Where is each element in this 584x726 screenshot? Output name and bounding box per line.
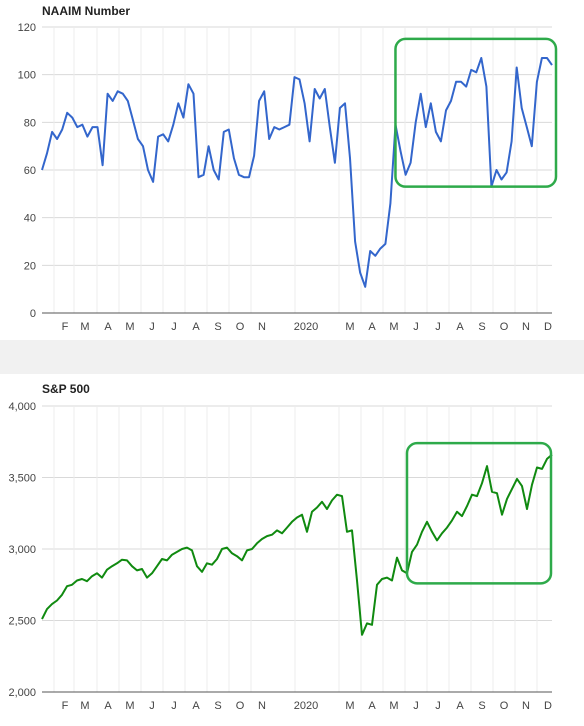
x-tick-label: N: [258, 321, 266, 333]
y-tick-label: 60: [24, 165, 36, 177]
x-tick-label: A: [456, 321, 464, 333]
x-tick-label: A: [192, 700, 200, 712]
series-line: [41, 57, 553, 288]
x-tick-label: M: [80, 321, 89, 333]
x-tick-label: S: [214, 700, 221, 712]
x-tick-label: N: [522, 700, 530, 712]
y-tick-label: 0: [30, 308, 36, 320]
x-tick-label: A: [104, 321, 112, 333]
x-tick-label: O: [236, 700, 245, 712]
x-tick-label: S: [214, 321, 221, 333]
sp500-chart-panel: S&P 500 2,000 2,500 3,000 3,500 4,000 F M A M J J A…: [0, 374, 584, 726]
x-tick-label: J: [149, 700, 155, 712]
x-tick-label: O: [236, 321, 245, 333]
x-tick-label: D: [544, 321, 552, 333]
naaim-chart-panel: NAAIM Number 0 20 40 60 80 100 120 F M A M J J A S O N 20…: [0, 0, 584, 340]
x-tick-label: J: [171, 321, 177, 333]
x-tick-label: J: [149, 321, 155, 333]
x-tick-label: S: [478, 700, 485, 712]
y-tick-label: 4,000: [8, 401, 36, 413]
series-line: [41, 453, 553, 636]
x-tick-label: O: [500, 700, 509, 712]
y-tick-label: 40: [24, 213, 36, 225]
x-tick-label: N: [522, 321, 530, 333]
x-tick-label: D: [544, 700, 552, 712]
x-tick-label: S: [478, 321, 485, 333]
x-tick-label: M: [125, 321, 134, 333]
x-tick-label: M: [345, 700, 354, 712]
highlight-box: [405, 441, 553, 585]
panel-separator: [0, 340, 584, 374]
y-tick-label: 2,000: [8, 687, 36, 699]
x-tick-label: F: [62, 321, 69, 333]
x-tick-label: J: [413, 321, 419, 333]
x-tick-label: M: [125, 700, 134, 712]
y-tick-label: 3,500: [8, 473, 36, 485]
x-tick-label: J: [435, 700, 441, 712]
x-tick-label: A: [104, 700, 112, 712]
x-tick-label: 2020: [294, 700, 318, 712]
x-tick-label: M: [389, 700, 398, 712]
y-tick-label: 100: [18, 70, 36, 82]
sp500-chart-title: S&P 500: [42, 382, 90, 396]
y-tick-label: 20: [24, 260, 36, 272]
x-tick-label: J: [171, 700, 177, 712]
x-tick-label: A: [192, 321, 200, 333]
x-tick-label: J: [435, 321, 441, 333]
x-tick-label: M: [389, 321, 398, 333]
y-tick-label: 80: [24, 117, 36, 129]
y-tick-label: 120: [18, 22, 36, 34]
y-tick-label: 3,000: [8, 544, 36, 556]
x-tick-label: M: [345, 321, 354, 333]
naaim-chart-title: NAAIM Number: [42, 4, 131, 18]
highlight-box: [394, 37, 558, 188]
x-tick-label: O: [500, 321, 509, 333]
x-tick-label: 2020: [294, 321, 318, 333]
x-tick-label: N: [258, 700, 266, 712]
y-tick-label: 2,500: [8, 616, 36, 628]
x-tick-label: M: [80, 700, 89, 712]
x-tick-label: A: [456, 700, 464, 712]
x-tick-label: J: [413, 700, 419, 712]
x-tick-label: A: [368, 700, 376, 712]
x-tick-label: A: [368, 321, 376, 333]
x-tick-label: F: [62, 700, 69, 712]
